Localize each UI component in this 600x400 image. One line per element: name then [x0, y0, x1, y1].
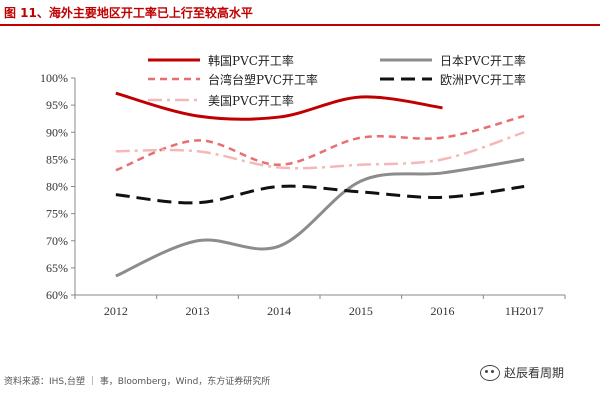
- watermark-label: 赵辰看周期: [504, 366, 565, 380]
- x-tick-label: 2014: [267, 304, 291, 318]
- legend-label-0: 韩国PVC开工率: [208, 53, 294, 68]
- y-tick-label: 75%: [46, 207, 68, 221]
- y-tick-label: 70%: [46, 234, 68, 248]
- series-line-4: [115, 131, 525, 170]
- title-rule: [0, 24, 600, 26]
- y-tick-label: 100%: [40, 71, 68, 85]
- wechat-icon: [480, 364, 500, 381]
- legend-label-3: 欧洲PVC开工率: [440, 72, 526, 87]
- series-line-0: [115, 91, 443, 121]
- x-tick-label: 2012: [104, 304, 128, 318]
- y-tick-label: 90%: [46, 125, 68, 139]
- y-tick-label: 95%: [46, 98, 68, 112]
- x-tick-label: 1H2017: [505, 304, 544, 318]
- figure-title: 图 11、海外主要地区开工率已上行至较高水平: [4, 6, 253, 20]
- source-note: 资料来源：IHS,台塑 ｜ 事，Bloomberg，Wind，东方证券研究所: [4, 377, 271, 387]
- watermark: 赵辰看周期: [480, 364, 564, 381]
- y-tick-label: 60%: [46, 288, 68, 302]
- x-tick-label: 2013: [186, 304, 210, 318]
- y-tick-label: 80%: [46, 180, 68, 194]
- series-line-3: [115, 184, 525, 205]
- legend-label-4: 美国PVC开工率: [208, 93, 294, 108]
- legend-label-1: 日本PVC开工率: [440, 53, 526, 68]
- legend-label-2: 台湾台塑PVC开工率: [208, 72, 318, 87]
- x-tick-label: 2015: [349, 304, 373, 318]
- x-tick-label: 2016: [431, 304, 455, 318]
- series-line-1: [115, 157, 525, 278]
- y-tick-label: 85%: [46, 152, 68, 166]
- y-tick-label: 65%: [46, 261, 68, 275]
- series-line-2: [115, 114, 525, 172]
